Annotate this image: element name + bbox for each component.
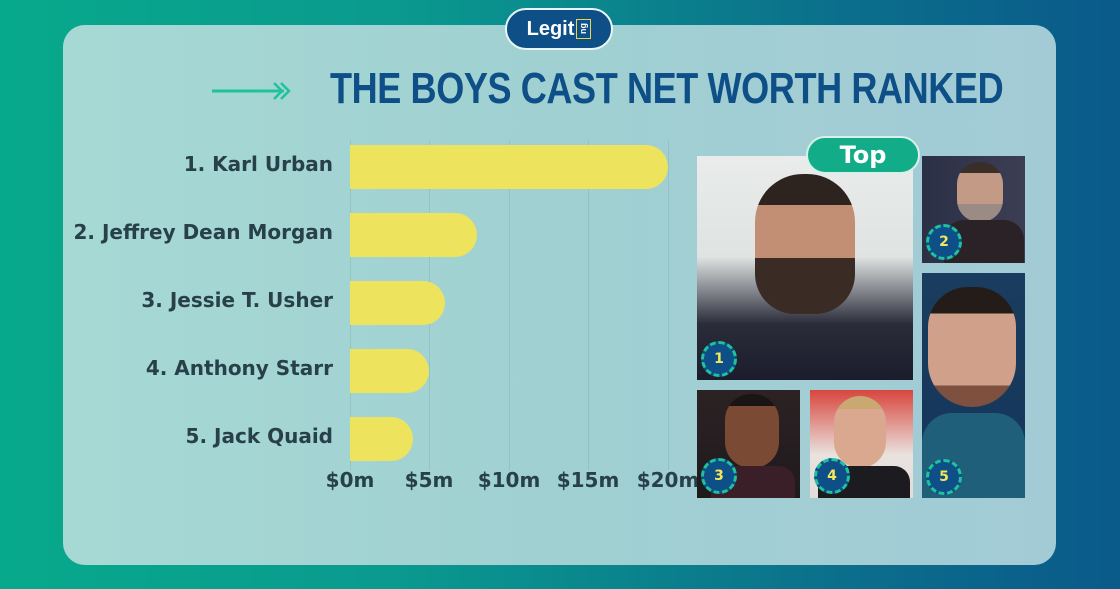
bar-karl-urban — [350, 145, 668, 189]
bar-anthony-starr — [350, 349, 429, 393]
x-tick: $0m — [325, 468, 375, 492]
legit-logo: Legit ng — [505, 8, 613, 50]
gridline — [588, 140, 589, 470]
double-arrow-icon — [212, 82, 291, 100]
rank-badge: 1 — [701, 341, 737, 377]
gridline — [509, 140, 510, 470]
category-label: 4. Anthony Starr — [145, 356, 333, 380]
rank-badge: 2 — [926, 224, 962, 260]
photo-anthony-starr: 4 — [810, 390, 913, 498]
category-label: 1. Karl Urban — [183, 152, 333, 176]
category-label: 2. Jeffrey Dean Morgan — [73, 220, 333, 244]
page-title: THE BOYS CAST NET WORTH RANKED — [330, 64, 1004, 113]
rank-badge: 4 — [814, 458, 850, 494]
rank-badge: 5 — [926, 459, 962, 495]
category-label: 5. Jack Quaid — [185, 424, 333, 448]
top-badge: Top — [806, 136, 920, 174]
photo-jack-quaid: 5 — [922, 273, 1025, 498]
gridline — [668, 140, 669, 470]
bar-jack-quaid — [350, 417, 413, 461]
bar-jeffrey-dean-morgan — [350, 213, 477, 257]
category-label: 3. Jessie T. Usher — [141, 288, 333, 312]
photo-karl-urban: 1 — [697, 156, 913, 380]
bar-jessie-t-usher — [350, 281, 445, 325]
x-tick: $15m — [556, 468, 620, 492]
photo-jessie-t-usher: 3 — [697, 390, 800, 498]
logo-tld: ng — [576, 19, 592, 39]
x-tick: $5m — [404, 468, 454, 492]
rank-badge: 3 — [701, 458, 737, 494]
photo-jeffrey-dean-morgan: 2 — [922, 156, 1025, 263]
x-tick: $10m — [477, 468, 541, 492]
logo-brand: Legit — [526, 17, 575, 40]
x-tick: $20m — [636, 468, 700, 492]
